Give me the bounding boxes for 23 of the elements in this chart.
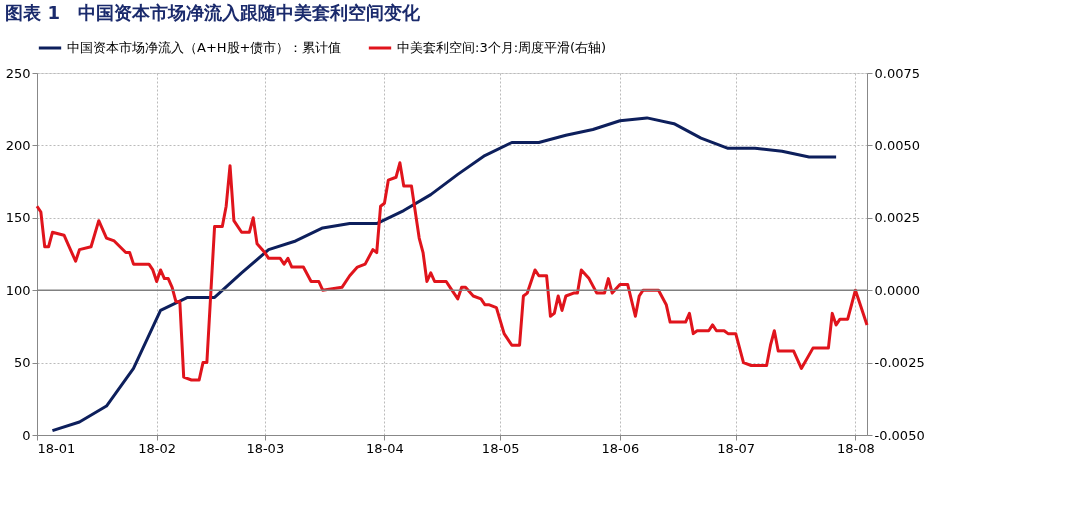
y-tick-label: 250 (5, 65, 31, 81)
x-tick-label: 18-01 (37, 440, 76, 456)
x-tick-label: 18-07 (717, 440, 756, 456)
y-tick-label: 50 (13, 355, 31, 371)
x-tick-label: 18-05 (481, 440, 520, 456)
y2-tick-label: -0.0050 (874, 427, 925, 443)
chart-title: 图表 1 中国资本市场净流入跟随中美套利空间变化 (5, 2, 421, 23)
y-tick-label: 150 (5, 210, 31, 226)
y-tick-label: 100 (5, 282, 31, 298)
x-tick-label: 18-02 (138, 440, 177, 456)
legend-label: 中国资本市场净流入（A+H股+债市）：累计值 (67, 40, 342, 55)
y2-tick-label: 0.0075 (874, 65, 920, 81)
y2-tick-label: 0.0000 (874, 282, 920, 298)
y2-tick-label: 0.0050 (874, 137, 920, 153)
x-tick-label: 18-06 (601, 440, 640, 456)
y2-tick-label: 0.0025 (874, 210, 920, 226)
y-tick-label: 200 (5, 137, 31, 153)
y2-tick-label: -0.0025 (874, 355, 925, 371)
x-tick-label: 18-08 (837, 440, 875, 456)
x-tick-label: 18-04 (366, 440, 404, 456)
legend-label: 中美套利空间:3个月:周度平滑(右轴) (397, 40, 607, 55)
y-tick-label: 0 (22, 427, 31, 443)
x-tick-label: 18-03 (246, 440, 285, 456)
